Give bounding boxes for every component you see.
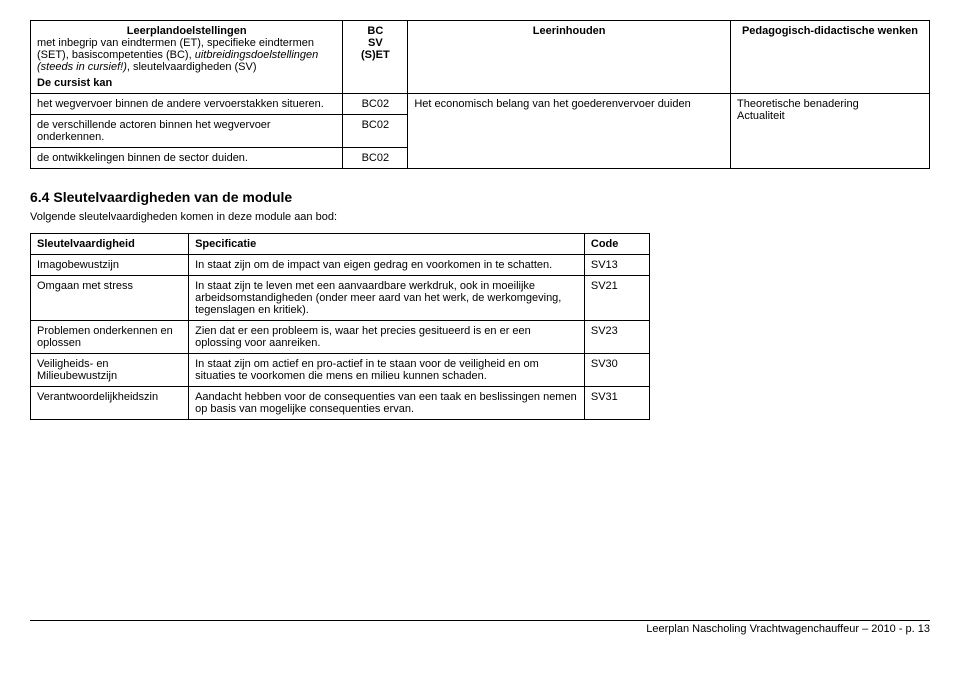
t2-h1: Sleutelvaardigheid bbox=[31, 234, 189, 255]
lp-cell: het wegvervoer binnen de andere vervoers… bbox=[31, 94, 343, 115]
skill-code: SV31 bbox=[584, 387, 649, 420]
skill-code: SV21 bbox=[584, 276, 649, 321]
pd-line1: Theoretische benadering bbox=[737, 98, 923, 110]
col3-header: Leerinhouden bbox=[408, 21, 731, 94]
lp-cell: de ontwikkelingen binnen de sector duide… bbox=[31, 148, 343, 169]
skill-name: Verantwoordelijkheidszin bbox=[31, 387, 189, 420]
skill-spec: In staat zijn te leven met een aanvaardb… bbox=[189, 276, 585, 321]
table-row: Problemen onderkennen en oplossen Zien d… bbox=[31, 321, 650, 354]
pd-cell: Theoretische benadering Actualiteit bbox=[731, 94, 930, 169]
bc-cell: BC02 bbox=[343, 94, 408, 115]
section-intro: Volgende sleutelvaardigheden komen in de… bbox=[30, 211, 930, 223]
skill-name: Veiligheids- en Milieubewustzijn bbox=[31, 354, 189, 387]
lp-cell: de verschillende actoren binnen het wegv… bbox=[31, 115, 343, 148]
table-row: Imagobewustzijn In staat zijn om de impa… bbox=[31, 255, 650, 276]
learning-objectives-table: Leerplandoelstellingen met inbegrip van … bbox=[30, 20, 930, 169]
skill-code: SV23 bbox=[584, 321, 649, 354]
page-footer: Leerplan Nascholing Vrachtwagenchauffeur… bbox=[30, 620, 930, 635]
bc-cell: BC02 bbox=[343, 115, 408, 148]
key-skills-table: Sleutelvaardigheid Specificatie Code Ima… bbox=[30, 233, 650, 420]
skill-name: Problemen onderkennen en oplossen bbox=[31, 321, 189, 354]
skill-spec: In staat zijn om de impact van eigen ged… bbox=[189, 255, 585, 276]
t2-h3: Code bbox=[584, 234, 649, 255]
skill-spec: In staat zijn om actief en pro-actief in… bbox=[189, 354, 585, 387]
col2-bc: BC bbox=[349, 25, 401, 37]
skill-name: Omgaan met stress bbox=[31, 276, 189, 321]
skill-code: SV13 bbox=[584, 255, 649, 276]
skill-spec: Aandacht hebben voor de consequenties va… bbox=[189, 387, 585, 420]
col1-sub: met inbegrip van eindtermen (ET), specif… bbox=[37, 37, 336, 73]
col2-sv: SV bbox=[349, 37, 401, 49]
col2-set: (S)ET bbox=[349, 49, 401, 61]
t2-h2: Specificatie bbox=[189, 234, 585, 255]
col1-title: Leerplandoelstellingen bbox=[37, 25, 336, 37]
table-row: Veiligheids- en Milieubewustzijn In staa… bbox=[31, 354, 650, 387]
col4-header: Pedagogisch-didactische wenken bbox=[731, 21, 930, 94]
table-row: Verantwoordelijkheidszin Aandacht hebben… bbox=[31, 387, 650, 420]
li-cell: Het economisch belang van het goederenve… bbox=[408, 94, 731, 169]
skill-name: Imagobewustzijn bbox=[31, 255, 189, 276]
table-row: het wegvervoer binnen de andere vervoers… bbox=[31, 94, 930, 115]
skill-spec: Zien dat er een probleem is, waar het pr… bbox=[189, 321, 585, 354]
table-row: Omgaan met stress In staat zijn te leven… bbox=[31, 276, 650, 321]
skill-code: SV30 bbox=[584, 354, 649, 387]
section-heading: 6.4 Sleutelvaardigheden van de module bbox=[30, 189, 930, 205]
bc-cell: BC02 bbox=[343, 148, 408, 169]
col1-cursist: De cursist kan bbox=[37, 77, 336, 89]
pd-line2: Actualiteit bbox=[737, 110, 923, 122]
